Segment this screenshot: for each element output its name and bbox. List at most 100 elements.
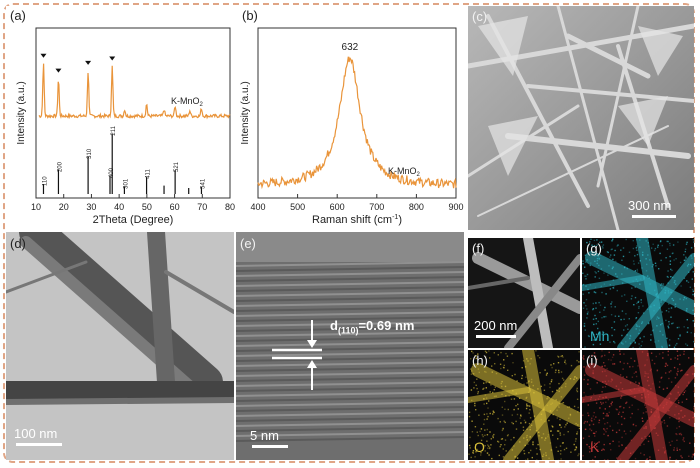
mn-map-signal-dot [590, 262, 592, 264]
mn-map-signal-dot [684, 250, 686, 253]
o-map-signal-dot [489, 357, 491, 359]
o-map-signal-dot [542, 433, 545, 435]
mn-map-signal-dot [613, 254, 616, 256]
mn-map-signal-dot [611, 267, 614, 270]
o-map-signal-dot [478, 371, 480, 374]
mn-map-signal-dot [593, 334, 595, 336]
mn-map-signal-dot [625, 341, 627, 343]
mn-map-signal-dot [631, 287, 633, 289]
panel-label-f: (f) [472, 241, 485, 256]
mn-map-signal-dot [634, 296, 637, 299]
o-map-signal-dot [542, 455, 544, 457]
o-map-signal-dot [533, 415, 536, 417]
o-map-signal-dot [474, 456, 476, 458]
k-map-signal-dot [656, 399, 658, 401]
k-map-signal-dot [679, 363, 681, 366]
o-map-signal-dot [526, 396, 528, 398]
k-map-signal-dot [653, 427, 655, 430]
o-map-signal-dot [495, 395, 497, 397]
mn-map-signal-dot [691, 278, 693, 280]
k-map-signal-dot [629, 389, 632, 391]
k-map-signal-dot [623, 407, 625, 409]
mn-map-signal-dot [585, 285, 587, 287]
o-map-signal-dot [472, 452, 475, 454]
mn-map-signal-dot [686, 319, 688, 321]
o-map-signal-dot [493, 395, 496, 398]
o-map-signal-dot [483, 398, 485, 400]
hrtem-lattice-fringe [236, 281, 464, 287]
o-map-signal-dot [474, 402, 476, 404]
panel-label-b: (b) [242, 8, 258, 23]
k-map-signal-dot [607, 434, 609, 437]
mn-map-signal-dot [659, 330, 661, 332]
mn-map-signal-dot [690, 247, 693, 249]
o-map-signal-dot [527, 458, 529, 460]
mn-map-signal-dot [692, 290, 694, 292]
k-map-signal-dot [635, 381, 637, 383]
k-map-signal-dot [625, 433, 627, 435]
k-map-signal-dot [619, 361, 621, 363]
k-map-signal-dot [668, 371, 671, 373]
mn-map-signal-dot [689, 263, 692, 266]
mn-map-signal-dot [632, 240, 634, 242]
mn-map-signal-dot [667, 240, 669, 243]
o-map-signal-dot [525, 407, 528, 410]
mn-map-signal-dot [655, 294, 657, 297]
k-map-signal-dot [660, 377, 662, 379]
mn-map-signal-dot [593, 323, 595, 326]
o-map-signal-dot [476, 378, 478, 380]
o-map-signal-dot [578, 453, 580, 455]
k-map-signal-dot [591, 420, 593, 422]
panel-label-e: (e) [240, 236, 256, 251]
k-map-signal-dot [630, 439, 632, 441]
k-map-signal-dot [691, 456, 693, 458]
mn-map-signal-dot [674, 306, 676, 308]
mn-map-signal-dot [592, 343, 595, 346]
mn-map-signal-dot [635, 247, 637, 249]
k-map-signal-dot [593, 393, 595, 395]
k-map-signal-dot [617, 422, 619, 424]
k-map-signal-dot [595, 431, 597, 433]
mn-map-signal-dot [692, 271, 694, 273]
o-map-signal-dot [502, 456, 505, 458]
mn-map-signal-dot [620, 318, 622, 321]
k-map-signal-dot [676, 449, 678, 451]
mn-map-signal-dot [634, 286, 636, 288]
k-map-signal-dot [610, 404, 613, 406]
o-map-signal-dot [487, 415, 489, 418]
o-map-signal-dot [480, 452, 482, 454]
k-map-signal-dot [637, 408, 639, 411]
mn-map-signal-dot [661, 311, 663, 313]
mn-map-signal-dot [598, 264, 600, 267]
mn-map-signal-dot [618, 315, 620, 317]
o-map-fiber [522, 350, 554, 460]
xrd-reference-hkl: 541 [200, 178, 206, 189]
xrd-x-tick-label: 10 [31, 202, 41, 212]
o-map-signal-dot [569, 413, 572, 416]
mn-map-fiber [617, 253, 694, 348]
mn-map-signal-dot [621, 282, 624, 284]
o-map-signal-dot [563, 379, 565, 381]
mn-map-signal-dot [668, 323, 670, 325]
mn-map-signal-dot [651, 266, 654, 268]
k-map-signal-dot [665, 363, 667, 366]
o-map-signal-dot [536, 453, 538, 455]
o-map-signal-dot [484, 429, 486, 431]
hrtem-lattice-fringe [236, 366, 464, 372]
o-map-signal-dot [526, 382, 528, 384]
o-map-signal-dot [527, 443, 529, 445]
mn-map-signal-dot [617, 244, 619, 246]
k-map-image [582, 350, 694, 460]
k-map-signal-dot [676, 447, 678, 449]
mn-map-signal-dot [673, 281, 676, 284]
k-map-signal-dot [669, 456, 671, 459]
mn-map-signal-dot [683, 259, 686, 262]
o-map-signal-dot [519, 397, 521, 399]
mn-map-signal-dot [610, 254, 612, 256]
o-map-signal-dot [557, 355, 559, 357]
o-map-signal-dot [554, 371, 557, 374]
mn-map-signal-dot [685, 297, 687, 300]
k-map-signal-dot [670, 393, 672, 396]
k-map-signal-dot [593, 411, 595, 414]
mn-map-signal-dot [667, 292, 670, 294]
